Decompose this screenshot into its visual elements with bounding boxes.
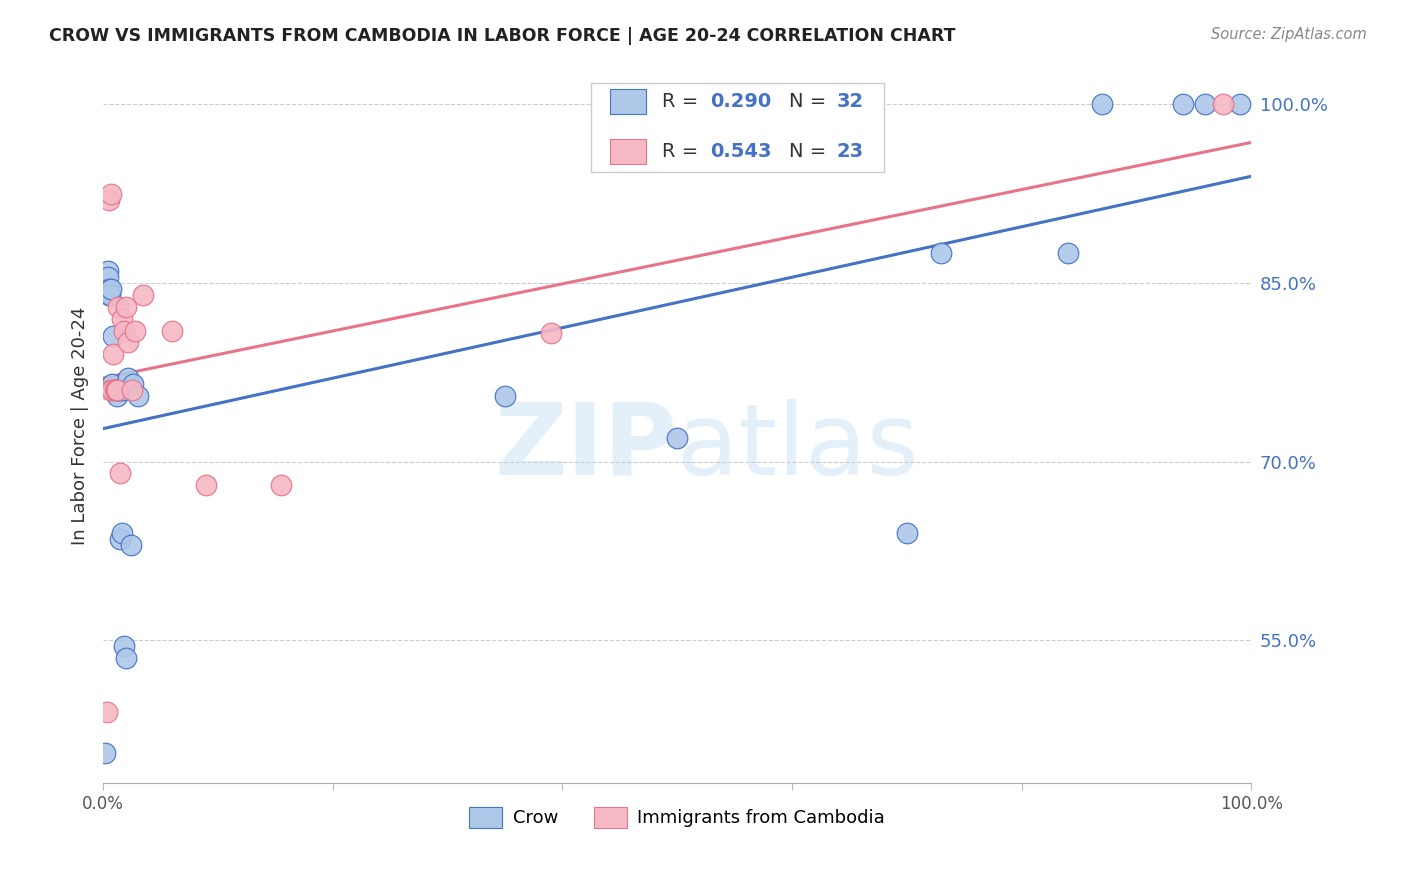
Point bbox=[107, 383, 129, 397]
Text: 23: 23 bbox=[837, 142, 865, 161]
Point bbox=[540, 326, 562, 340]
Text: R =: R = bbox=[662, 142, 704, 161]
Point bbox=[666, 431, 689, 445]
Point bbox=[122, 377, 145, 392]
Point bbox=[1212, 97, 1234, 112]
Point bbox=[120, 538, 142, 552]
Point bbox=[115, 651, 138, 665]
Text: ZIP: ZIP bbox=[495, 399, 678, 496]
Text: CROW VS IMMIGRANTS FROM CAMBODIA IN LABOR FORCE | AGE 20-24 CORRELATION CHART: CROW VS IMMIGRANTS FROM CAMBODIA IN LABO… bbox=[49, 27, 956, 45]
Text: Source: ZipAtlas.com: Source: ZipAtlas.com bbox=[1211, 27, 1367, 42]
Point bbox=[104, 383, 127, 397]
Point bbox=[1229, 97, 1251, 112]
Point bbox=[132, 287, 155, 301]
Point bbox=[160, 324, 183, 338]
Point bbox=[117, 335, 139, 350]
Point bbox=[98, 383, 121, 397]
Point bbox=[494, 389, 516, 403]
Text: N =: N = bbox=[789, 142, 832, 161]
Y-axis label: In Labor Force | Age 20-24: In Labor Force | Age 20-24 bbox=[72, 307, 89, 545]
FancyBboxPatch shape bbox=[591, 83, 884, 172]
Point bbox=[101, 377, 124, 392]
Point bbox=[127, 389, 149, 403]
FancyBboxPatch shape bbox=[610, 89, 647, 114]
Point bbox=[97, 193, 120, 207]
Point bbox=[124, 324, 146, 338]
Point bbox=[104, 383, 127, 397]
Point bbox=[97, 287, 120, 301]
Point bbox=[115, 300, 138, 314]
Text: atlas: atlas bbox=[678, 399, 920, 496]
Point bbox=[117, 371, 139, 385]
Point bbox=[97, 282, 120, 296]
Point bbox=[112, 639, 135, 653]
Text: 0.290: 0.290 bbox=[710, 92, 772, 112]
Point bbox=[110, 467, 132, 481]
Point bbox=[110, 532, 132, 546]
Point bbox=[97, 269, 120, 284]
Point bbox=[97, 264, 120, 278]
Point bbox=[931, 246, 953, 260]
Point bbox=[101, 383, 124, 397]
Point bbox=[100, 282, 122, 296]
Point bbox=[108, 383, 131, 397]
Point bbox=[103, 347, 125, 361]
Text: R =: R = bbox=[662, 92, 704, 112]
Point bbox=[100, 186, 122, 201]
Point bbox=[94, 746, 117, 760]
Point bbox=[104, 383, 127, 397]
Legend: Crow, Immigrants from Cambodia: Crow, Immigrants from Cambodia bbox=[463, 799, 893, 835]
Text: 0.543: 0.543 bbox=[710, 142, 772, 161]
Text: N =: N = bbox=[789, 92, 832, 112]
Point bbox=[195, 478, 218, 492]
Point bbox=[896, 525, 918, 540]
Point bbox=[98, 287, 121, 301]
Point bbox=[96, 705, 118, 719]
Point bbox=[1091, 97, 1114, 112]
Point bbox=[121, 383, 143, 397]
Point bbox=[103, 329, 125, 343]
Point bbox=[105, 383, 128, 397]
Point bbox=[110, 311, 132, 326]
Point bbox=[1171, 97, 1194, 112]
Point bbox=[1056, 246, 1078, 260]
Point bbox=[107, 300, 129, 314]
Point bbox=[104, 383, 127, 397]
Text: 32: 32 bbox=[837, 92, 865, 112]
FancyBboxPatch shape bbox=[610, 138, 647, 163]
Point bbox=[105, 389, 128, 403]
Point bbox=[270, 478, 292, 492]
Point bbox=[112, 324, 135, 338]
Point bbox=[1194, 97, 1216, 112]
Point bbox=[111, 383, 134, 397]
Point bbox=[110, 525, 132, 540]
